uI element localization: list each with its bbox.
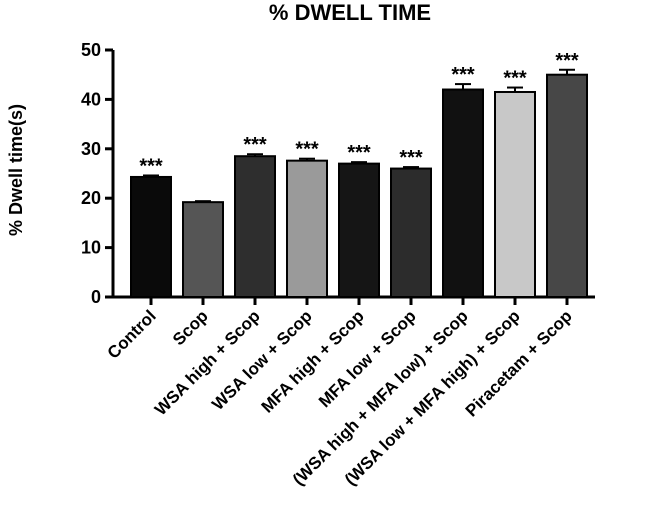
bar [182, 201, 224, 298]
significance-marker: *** [451, 64, 475, 86]
bar [390, 167, 432, 298]
y-tick-label: 20 [81, 188, 101, 208]
significance-marker: *** [295, 139, 319, 161]
bar [546, 73, 588, 298]
y-tick-label: 10 [81, 238, 101, 258]
significance-marker: *** [503, 68, 527, 90]
chart-title: % DWELL TIME [269, 0, 431, 25]
y-axis-label: % Dwell time(s) [6, 104, 26, 236]
significance-marker: *** [399, 147, 423, 169]
y-tick-label: 40 [81, 89, 101, 109]
x-category-label: Control [104, 306, 160, 362]
bar [338, 162, 380, 298]
y-tick-label: 0 [91, 287, 101, 307]
bar [442, 88, 484, 298]
x-category-label: MFA low + Scop [315, 306, 420, 411]
bar [130, 175, 172, 298]
bar [494, 90, 536, 298]
bar [286, 159, 328, 298]
significance-marker: *** [243, 134, 267, 156]
significance-marker: *** [347, 142, 371, 164]
significance-marker: *** [555, 50, 579, 72]
significance-marker: *** [139, 155, 163, 177]
y-tick-label: 30 [81, 139, 101, 159]
x-category-label: Scop [169, 306, 212, 349]
bar [234, 155, 276, 298]
y-tick-label: 50 [81, 40, 101, 60]
